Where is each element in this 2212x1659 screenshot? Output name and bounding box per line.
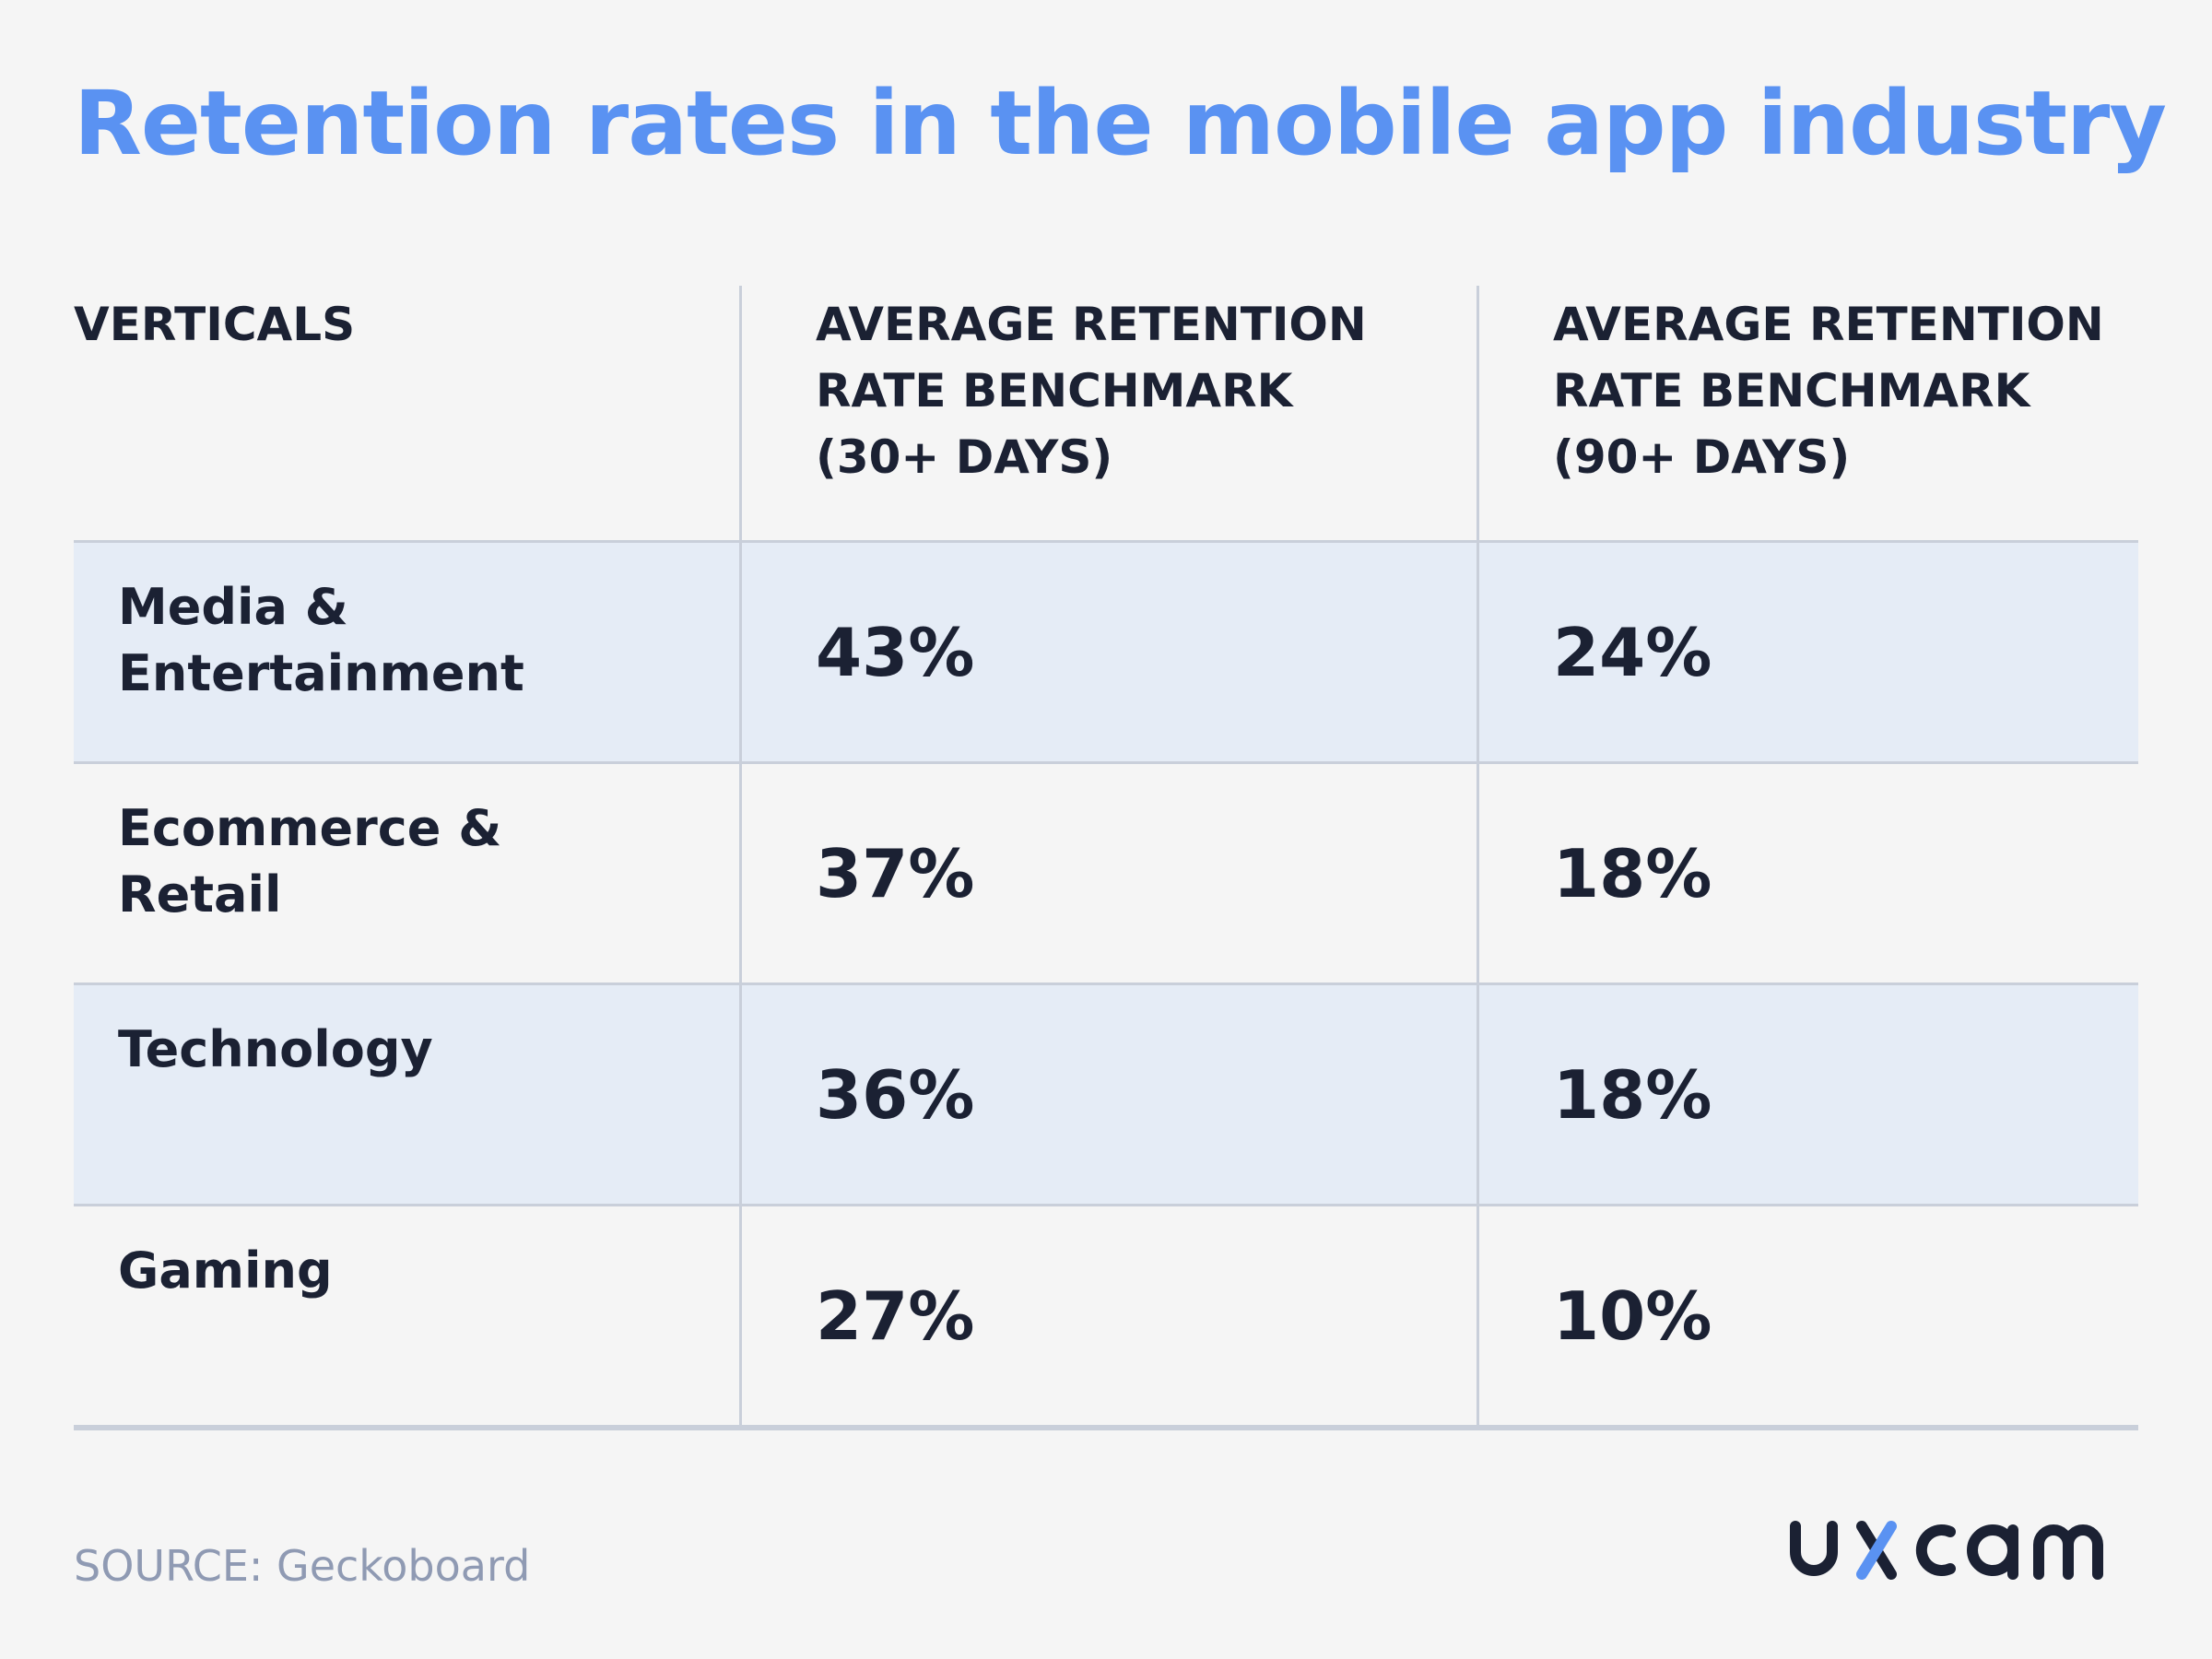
retention-30-days-value: 27% (739, 1206, 1477, 1425)
header-line: AVERAGE RETENTION (1553, 298, 2104, 351)
page-title: Retention rates in the mobile app indust… (74, 72, 2167, 175)
header-90-days: AVERAGE RETENTION RATE BENCHMARK (90+ DA… (1477, 286, 2138, 540)
header-line: VERTICALS (74, 298, 356, 351)
header-line: (90+ DAYS) (1553, 430, 1851, 484)
header-30-days: AVERAGE RETENTION RATE BENCHMARK (30+ DA… (739, 286, 1477, 540)
header-line: RATE BENCHMARK (816, 364, 1293, 418)
vertical-label: Ecommerce & Retail (118, 764, 726, 982)
table-row: Gaming 27% 10% (74, 1206, 2138, 1430)
source-note: SOURCE: Geckoboard (74, 1541, 531, 1591)
table-header-row: VERTICALS AVERAGE RETENTION RATE BENCHMA… (74, 286, 2138, 543)
header-line: AVERAGE RETENTION (816, 298, 1367, 351)
vertical-label: Media & Entertainment (118, 543, 726, 761)
retention-90-days-value: 18% (1477, 764, 2138, 982)
table-body: Media & Entertainment 43% 24% Ecommerce & Ret… (74, 543, 2138, 1430)
retention-90-days-value: 24% (1477, 543, 2138, 761)
vertical-label-line: Ecommerce & (118, 799, 502, 857)
table-row: Technology 36% 18% (74, 985, 2138, 1206)
retention-90-days-value: 10% (1477, 1206, 2138, 1425)
vertical-label: Technology (118, 985, 726, 1204)
vertical-label-line: Entertainment (118, 644, 524, 702)
header-line: RATE BENCHMARK (1553, 364, 2030, 418)
uxcam-logo-mark (1790, 1521, 2103, 1580)
vertical-label: Gaming (118, 1206, 726, 1425)
header-verticals: VERTICALS (74, 286, 737, 540)
vertical-label-line: Media & (118, 578, 348, 636)
table-row: Ecommerce & Retail 37% 18% (74, 764, 2138, 985)
retention-90-days-value: 18% (1477, 985, 2138, 1204)
vertical-label-line: Retail (118, 865, 282, 924)
retention-table: VERTICALS AVERAGE RETENTION RATE BENCHMA… (74, 286, 2138, 1430)
uxcam-logo (1788, 1512, 2138, 1585)
retention-30-days-value: 36% (739, 985, 1477, 1204)
table-row: Media & Entertainment 43% 24% (74, 543, 2138, 764)
header-line: (30+ DAYS) (816, 430, 1113, 484)
vertical-label-line: Gaming (118, 1241, 333, 1300)
retention-30-days-value: 43% (739, 543, 1477, 761)
vertical-label-line: Technology (118, 1020, 433, 1078)
retention-30-days-value: 37% (739, 764, 1477, 982)
